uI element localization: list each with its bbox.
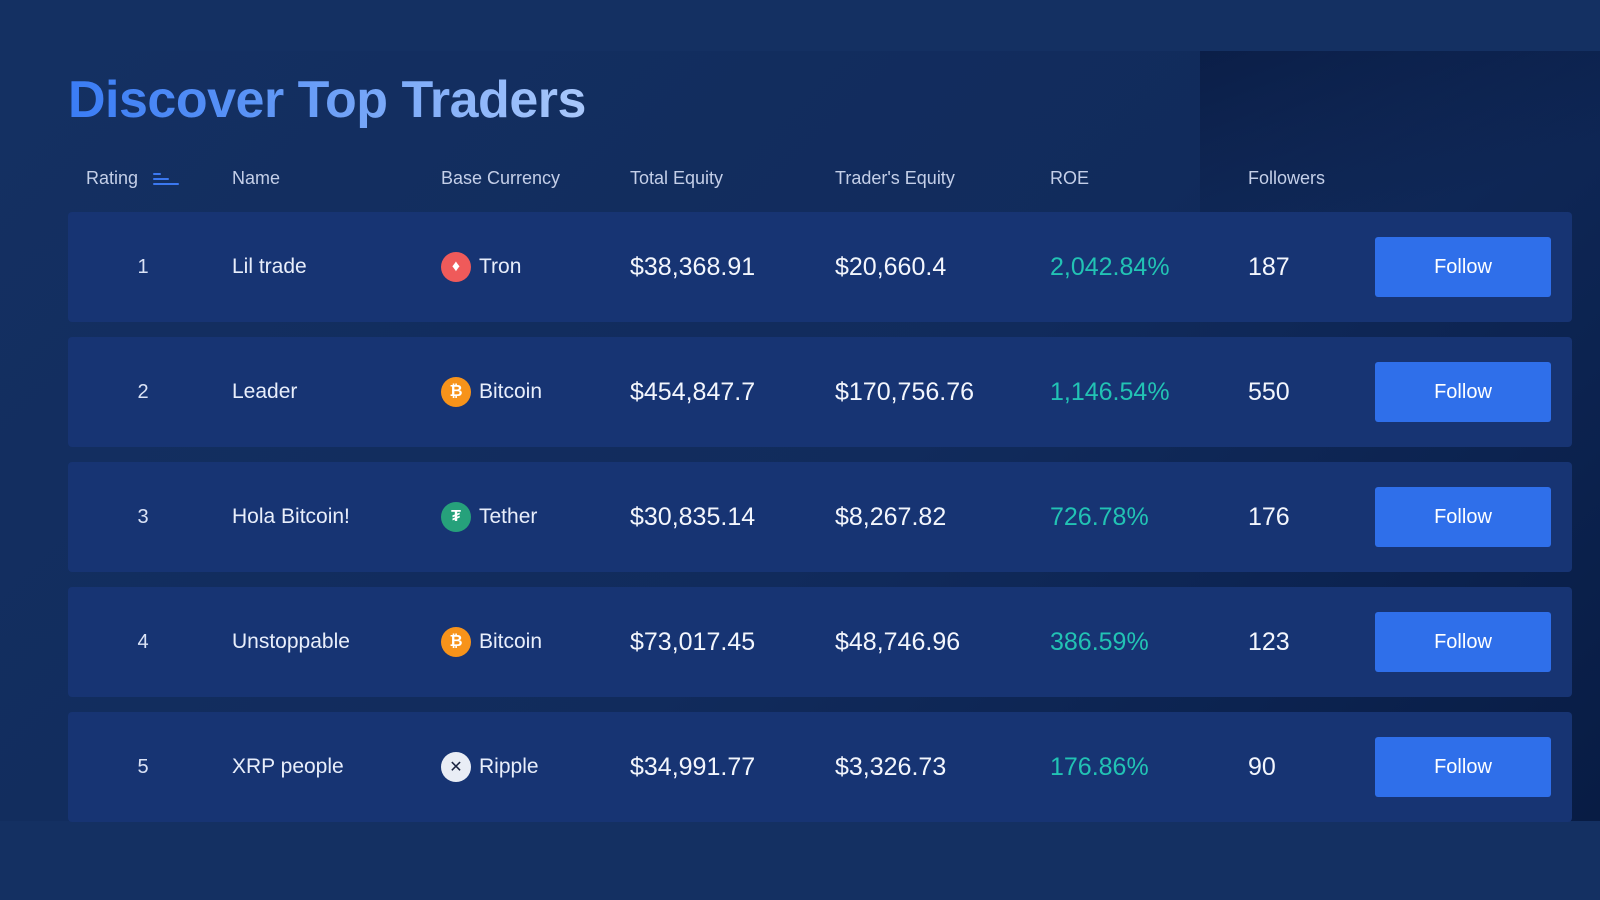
row-trader-name: Unstoppable (232, 630, 350, 653)
header-total-equity: Total Equity (630, 168, 724, 188)
row-traders-equity: $20,660.4 (835, 252, 947, 281)
bitcoin-icon: ₿ (441, 627, 471, 657)
row-rating: 5 (137, 755, 149, 778)
table-row: 4 Unstoppable ₿ Bitcoin $73,017.45 $48,7… (68, 587, 1572, 697)
row-base-currency: ₿ Bitcoin (441, 587, 542, 697)
row-traders-equity: $8,267.82 (835, 502, 947, 531)
header-traders-equity: Trader's Equity (835, 168, 955, 188)
header-followers: Followers (1248, 168, 1326, 188)
header-rating-label: Rating (86, 168, 139, 188)
tron-icon: ♦ (441, 252, 471, 282)
row-roe: 1,146.54% (1050, 377, 1170, 406)
header-base-currency: Base Currency (441, 168, 561, 188)
table-row: 5 XRP people ✕ Ripple $34,991.77 $3,326.… (68, 712, 1572, 822)
table-row: 1 Lil trade ♦ Tron $38,368.91 $20,660.4 … (68, 212, 1572, 322)
tether-icon: ₮ (441, 502, 471, 532)
row-followers: 176 (1248, 502, 1290, 531)
row-trader-name: XRP people (232, 755, 344, 778)
table-row: 3 Hola Bitcoin! ₮ Tether $30,835.14 $8,2… (68, 462, 1572, 572)
row-traders-equity: $48,746.96 (835, 627, 961, 656)
row-roe: 2,042.84% (1050, 252, 1170, 281)
row-traders-equity: $3,326.73 (835, 752, 947, 781)
follow-button[interactable]: Follow (1375, 612, 1551, 672)
row-followers: 90 (1248, 752, 1276, 781)
follow-button[interactable]: Follow (1375, 737, 1551, 797)
table-header: Rating Name Base Currency Total Equity T… (68, 164, 1572, 194)
row-base-currency: ✕ Ripple (441, 712, 539, 822)
row-roe: 176.86% (1050, 752, 1149, 781)
row-followers: 123 (1248, 627, 1290, 656)
row-base-currency: ₿ Bitcoin (441, 337, 542, 447)
row-total-equity: $34,991.77 (630, 752, 756, 781)
row-currency-label: Ripple (479, 755, 539, 778)
row-total-equity: $73,017.45 (630, 627, 756, 656)
table-row: 2 Leader ₿ Bitcoin $454,847.7 $170,756.7… (68, 337, 1572, 447)
row-base-currency: ₮ Tether (441, 462, 537, 572)
row-currency-label: Bitcoin (479, 380, 543, 403)
row-base-currency: ♦ Tron (441, 212, 521, 322)
row-total-equity: $454,847.7 (630, 377, 756, 406)
traders-table: 1 Lil trade ♦ Tron $38,368.91 $20,660.4 … (68, 212, 1572, 837)
header-roe: ROE (1050, 168, 1090, 188)
row-rating: 4 (137, 630, 149, 653)
follow-button[interactable]: Follow (1375, 362, 1551, 422)
row-roe: 386.59% (1050, 627, 1149, 656)
row-currency-label: Tron (479, 255, 522, 278)
row-currency-label: Tether (479, 505, 538, 528)
row-rating: 2 (137, 380, 149, 403)
page-title: Discover Top Traders (68, 71, 586, 129)
ripple-icon: ✕ (441, 752, 471, 782)
row-currency-label: Bitcoin (479, 630, 543, 653)
row-followers: 550 (1248, 377, 1290, 406)
row-total-equity: $30,835.14 (630, 502, 756, 531)
row-rating: 1 (137, 255, 149, 278)
row-roe: 726.78% (1050, 502, 1149, 531)
row-trader-name: Leader (232, 380, 298, 403)
header-rating[interactable]: Rating (86, 168, 180, 189)
follow-button[interactable]: Follow (1375, 487, 1551, 547)
row-trader-name: Hola Bitcoin! (232, 505, 350, 528)
row-rating: 3 (137, 505, 149, 528)
row-traders-equity: $170,756.76 (835, 377, 975, 406)
sort-icon[interactable] (153, 170, 180, 188)
follow-button[interactable]: Follow (1375, 237, 1551, 297)
row-followers: 187 (1248, 252, 1290, 281)
bitcoin-icon: ₿ (441, 377, 471, 407)
row-total-equity: $38,368.91 (630, 252, 756, 281)
header-name: Name (232, 168, 281, 188)
row-trader-name: Lil trade (232, 255, 307, 278)
